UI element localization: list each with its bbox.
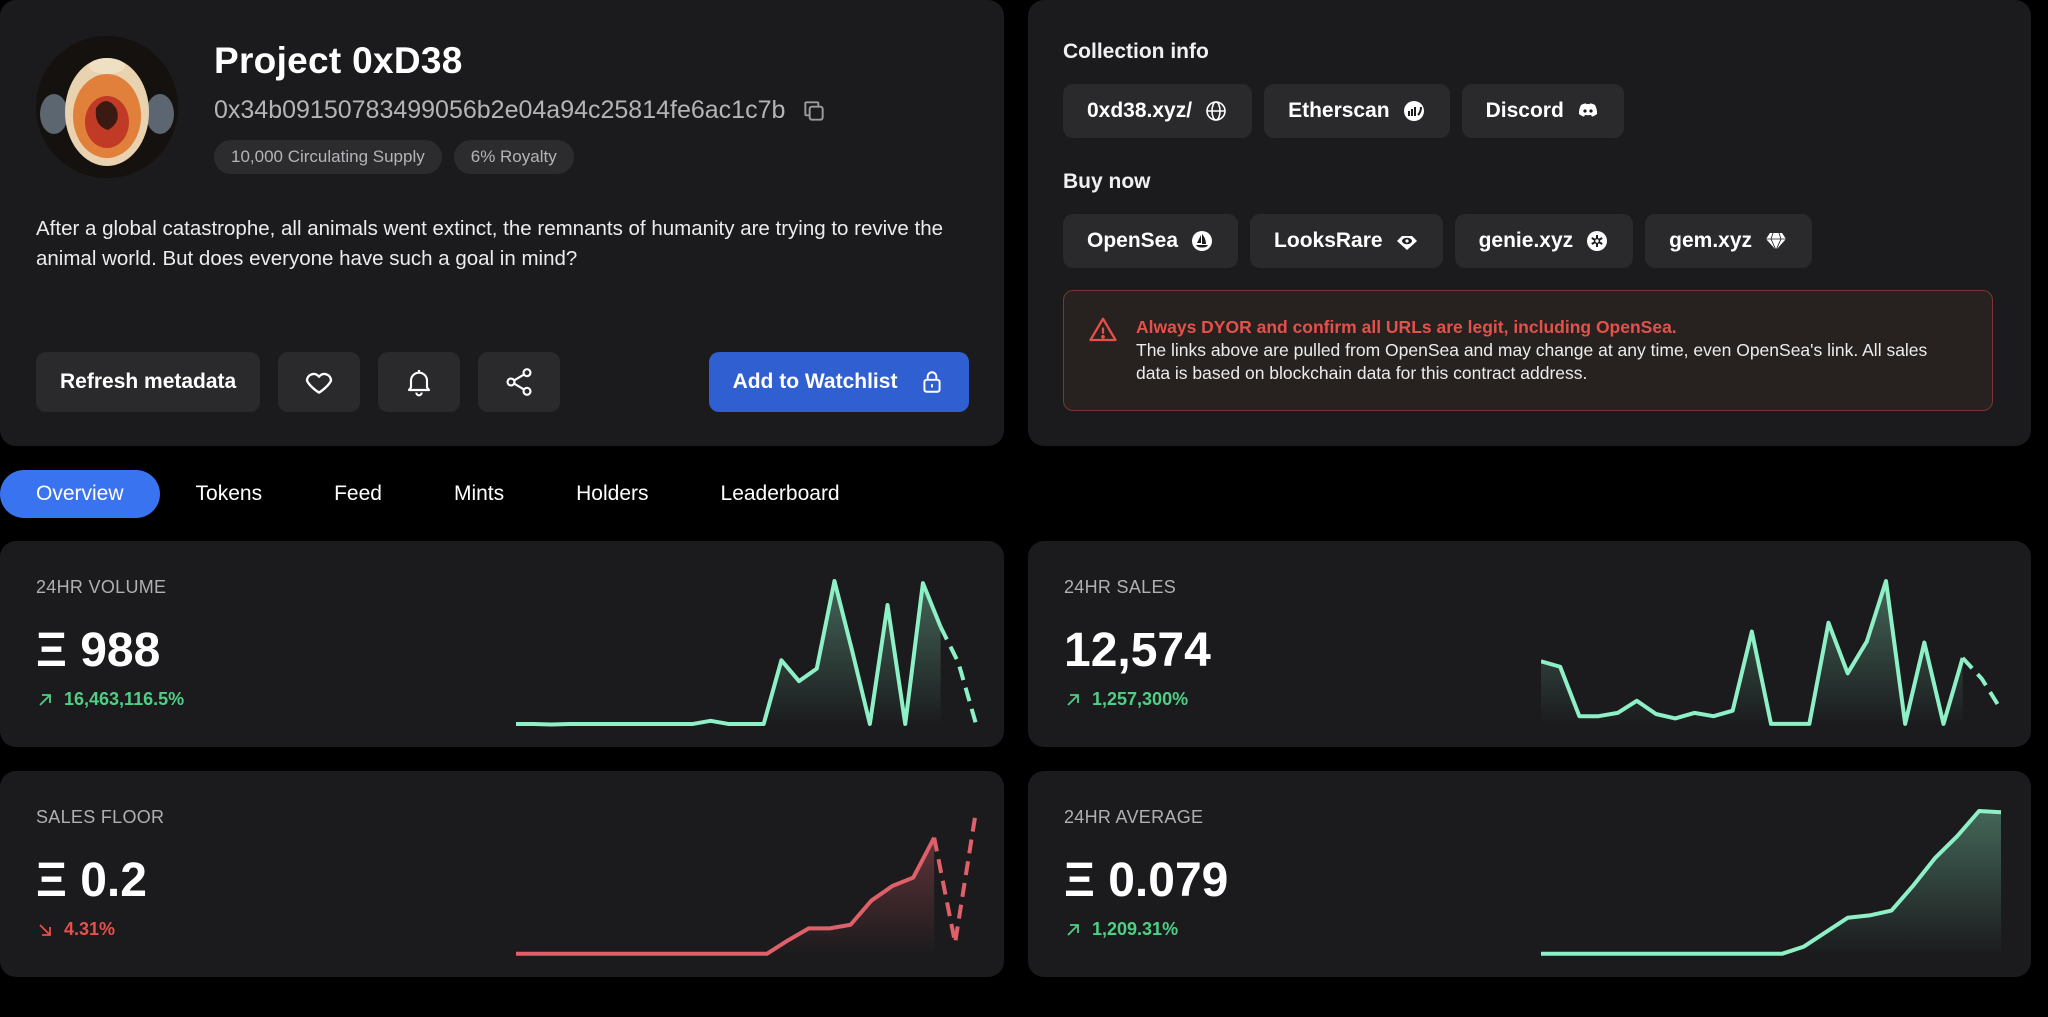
sparkline-projection — [932, 810, 978, 944]
stat-change-value: 16,463,116.5% — [64, 689, 185, 709]
stat-change: 1,209.31% — [1064, 919, 1178, 940]
egg-artwork-icon — [36, 36, 178, 178]
sparkline-line — [516, 836, 936, 956]
stat-change-value: 1,257,300% — [1092, 689, 1189, 709]
stat-label: 24HR VOLUME — [36, 577, 167, 597]
gem-link-label: gem.xyz — [1669, 229, 1753, 252]
lock-icon — [923, 371, 941, 393]
refresh-metadata-button[interactable]: Refresh metadata — [36, 352, 261, 412]
dyor-warning: Always DYOR and confirm all URLs are leg… — [1063, 290, 1993, 411]
opensea-link[interactable]: OpenSea — [1063, 214, 1239, 268]
arrow-down-right-icon — [39, 923, 51, 936]
collection-info-heading: Collection info — [1063, 40, 1209, 63]
stat-change: 16,463,116.5% — [36, 689, 184, 710]
genie-link-label: genie.xyz — [1478, 229, 1574, 252]
gem-icon — [1766, 232, 1787, 251]
stat-value: 12,574 — [1064, 624, 1211, 677]
discord-icon — [1578, 103, 1597, 117]
volume-sparkline — [516, 579, 978, 727]
gem-link[interactable]: gem.xyz — [1645, 214, 1813, 268]
stat-value: Ξ 988 — [36, 624, 161, 677]
tab-tokens[interactable]: Tokens — [195, 482, 263, 505]
tab-leaderboard[interactable]: Leaderboard — [720, 482, 840, 505]
discord-link[interactable]: Discord — [1461, 84, 1624, 138]
action-buttons: Refresh metadata — [36, 352, 561, 412]
genie-icon — [1587, 231, 1608, 251]
heart-icon — [306, 372, 333, 394]
collection-tabs: Overview Tokens Feed Mints Holders Leade… — [0, 470, 876, 518]
genie-link[interactable]: genie.xyz — [1454, 214, 1634, 268]
average-stat-card[interactable]: 24HR AVERAGE Ξ 0.079 1,209.31% — [1028, 771, 2031, 977]
tab-mints[interactable]: Mints — [453, 482, 505, 505]
sparkline-area — [1541, 581, 1963, 725]
marketplace-links: OpenSea LooksRare genie.xyz — [1063, 214, 1813, 268]
sparkline-area — [1541, 811, 2001, 955]
watchlist-label: Add to Watchlist — [732, 370, 898, 393]
discord-link-label: Discord — [1485, 99, 1564, 122]
tab-feed[interactable]: Feed — [334, 482, 382, 505]
warning-body: The links above are pulled from OpenSea … — [1136, 340, 1928, 383]
notify-button[interactable] — [378, 352, 461, 412]
looksrare-icon — [1396, 236, 1417, 250]
sales-stat-card[interactable]: 24HR SALES 12,574 1,257,300% — [1028, 541, 2031, 747]
arrow-up-right-icon — [1067, 923, 1079, 936]
royalty-badge: 6% Royalty — [453, 140, 574, 174]
sparkline-projection — [938, 626, 978, 725]
contract-address-row: 0x34b09150783499056b2e04a94c25814fe6ac1c… — [214, 96, 827, 125]
collection-links: 0xd38.xyz/ Etherscan Discord — [1063, 84, 1624, 138]
arrow-up-right-icon — [1067, 693, 1079, 706]
looksrare-link[interactable]: LooksRare — [1250, 214, 1443, 268]
average-sparkline — [1541, 809, 2002, 956]
collection-info-card: Collection info 0xd38.xyz/ Etherscan Dis… — [1028, 0, 2031, 446]
sparkline-projection — [1961, 656, 2003, 711]
website-link[interactable]: 0xd38.xyz/ — [1063, 84, 1253, 138]
copy-icon[interactable] — [801, 98, 827, 124]
stat-value: Ξ 0.079 — [1064, 854, 1229, 907]
add-to-watchlist-button[interactable]: Add to Watchlist — [709, 352, 969, 412]
share-icon — [506, 368, 532, 396]
collection-title: Project 0xD38 — [214, 40, 463, 81]
sparkline-line — [1541, 579, 1965, 726]
collection-pills: 10,000 Circulating Supply 6% Royalty — [214, 140, 574, 174]
stat-change: 1,257,300% — [1064, 689, 1188, 710]
stat-label: 24HR AVERAGE — [1064, 807, 1204, 827]
etherscan-link[interactable]: Etherscan — [1264, 84, 1450, 138]
circulating-supply-badge: 10,000 Circulating Supply — [214, 140, 442, 174]
stat-change: 4.31% — [36, 919, 115, 940]
etherscan-link-label: Etherscan — [1288, 99, 1390, 122]
stat-label: 24HR SALES — [1064, 577, 1177, 597]
sparkline-area — [516, 837, 935, 955]
collection-description: After a global catastrophe, all animals … — [36, 217, 944, 270]
website-link-label: 0xd38.xyz/ — [1087, 99, 1193, 122]
warning-title: Always DYOR and confirm all URLs are leg… — [1136, 317, 1677, 337]
opensea-icon — [1192, 231, 1213, 251]
sales-sparkline — [1541, 579, 2003, 726]
stat-change-value: 4.31% — [64, 919, 116, 939]
sparkline-line — [1541, 809, 2002, 956]
floor-sparkline — [516, 810, 978, 956]
arrow-up-right-icon — [39, 693, 51, 706]
collection-header-card: Project 0xD38 0x34b09150783499056b2e04a9… — [0, 0, 1004, 446]
tab-overview[interactable]: Overview — [0, 470, 160, 518]
looksrare-link-label: LooksRare — [1274, 229, 1383, 252]
stat-change-value: 1,209.31% — [1092, 919, 1179, 939]
volume-stat-card[interactable]: 24HR VOLUME Ξ 988 16,463,116.5% — [0, 541, 1004, 747]
stat-value: Ξ 0.2 — [36, 854, 147, 907]
sparkline-area — [516, 581, 941, 725]
contract-address: 0x34b09150783499056b2e04a94c25814fe6ac1c… — [214, 96, 786, 124]
favorite-button[interactable] — [278, 352, 361, 412]
share-button[interactable] — [478, 352, 561, 412]
warning-icon — [1089, 317, 1117, 342]
globe-icon — [1206, 101, 1226, 121]
sparkline-line — [516, 579, 943, 727]
bell-icon — [408, 370, 431, 397]
tab-holders[interactable]: Holders — [576, 482, 649, 505]
opensea-link-label: OpenSea — [1087, 229, 1179, 252]
floor-stat-card[interactable]: SALES FLOOR Ξ 0.2 4.31% — [0, 771, 1004, 977]
collection-avatar — [36, 36, 178, 178]
buy-now-heading: Buy now — [1063, 170, 1151, 193]
etherscan-icon — [1403, 101, 1424, 121]
stat-label: SALES FLOOR — [36, 807, 165, 827]
